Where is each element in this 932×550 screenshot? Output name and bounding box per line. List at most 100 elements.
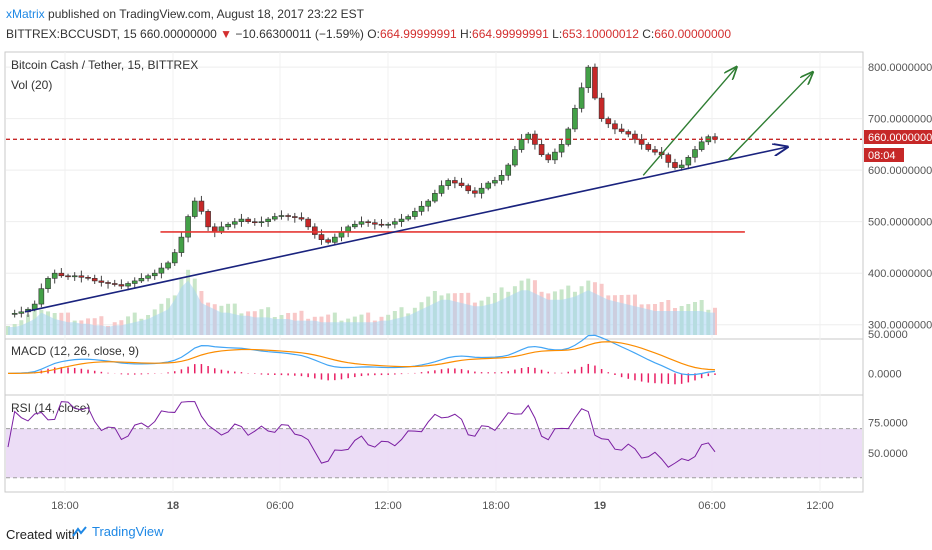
- price-tick-label: 600.00000000: [868, 165, 932, 177]
- candle-body: [358, 221, 365, 225]
- candle-body: [105, 282, 111, 284]
- candle-body: [558, 144, 565, 153]
- time-axis: 18:00 18 06:00 12:00 18:00 19 06:00 12:00: [51, 500, 834, 512]
- candle-body: [145, 275, 151, 279]
- price-tick-label: 800.00000000: [868, 62, 932, 74]
- projection-arrow: [727, 72, 813, 161]
- candle-body: [205, 211, 211, 228]
- candle-body: [492, 180, 498, 184]
- candle-body: [672, 162, 678, 168]
- low-value: 653.10000012: [562, 27, 639, 41]
- candlestick-series: [11, 63, 718, 318]
- candle-body: [385, 223, 391, 226]
- candle-body: [11, 313, 18, 315]
- candle-body: [478, 187, 485, 194]
- candle-body: [578, 87, 585, 109]
- candle-body: [652, 149, 658, 153]
- candle-body: [312, 226, 318, 235]
- price-tag-value: 660.00000000: [868, 132, 932, 144]
- candle-body: [85, 277, 91, 279]
- high-label: H:: [460, 27, 473, 41]
- low-label: L:: [552, 27, 563, 41]
- candle-body: [292, 216, 298, 218]
- candle-body: [425, 200, 431, 207]
- candle-body: [485, 182, 492, 189]
- macd-legend[interactable]: MACD (12, 26, close, 9): [11, 344, 139, 358]
- open-label: O:: [367, 27, 380, 41]
- candle-body: [151, 272, 158, 277]
- rsi-band: [6, 428, 862, 478]
- candle-body: [625, 131, 632, 135]
- candle-body: [245, 218, 251, 222]
- candle-body: [118, 284, 125, 287]
- candle-body: [392, 221, 398, 225]
- high-value: 664.99999991: [472, 27, 549, 41]
- down-arrow-icon: ▼: [220, 27, 233, 41]
- close-value: 660.00000000: [654, 27, 731, 41]
- candle-body: [598, 97, 605, 119]
- tradingview-brand: TradingView: [92, 524, 164, 539]
- published-text: published on TradingView.com, August 18,…: [48, 7, 365, 21]
- time-tick-label: 18: [167, 500, 179, 512]
- rsi-legend[interactable]: RSI (14, close): [11, 401, 90, 415]
- candle-body: [665, 154, 672, 163]
- footer: Created with TradingView: [0, 520, 932, 550]
- price-tick-label: 300.00000000: [868, 320, 932, 332]
- candle-body: [678, 164, 685, 168]
- trendline[interactable]: [24, 147, 787, 313]
- candle-body: [432, 193, 438, 202]
- candle-body: [158, 267, 165, 274]
- candle-body: [525, 133, 532, 140]
- candle-body: [465, 185, 472, 192]
- projection-arrows[interactable]: [642, 67, 813, 176]
- main-legend[interactable]: Bitcoin Cash / Tether, 15, BITTREX: [11, 58, 198, 72]
- candle-body: [545, 154, 552, 161]
- candle-body: [125, 283, 131, 287]
- price-tick-label: 700.00000000: [868, 114, 932, 126]
- candle-body: [418, 205, 425, 212]
- candle-body: [58, 272, 65, 277]
- candle-body: [618, 128, 625, 132]
- candle-body: [685, 156, 692, 166]
- last-price: 660.00000000: [140, 27, 217, 41]
- candle-body: [405, 216, 411, 220]
- rsi-tick-label: 50.0000: [868, 448, 908, 460]
- time-tick-label: 18:00: [51, 500, 79, 512]
- candle-body: [605, 118, 612, 125]
- candle-body: [458, 182, 465, 186]
- author-link[interactable]: xMatrix: [6, 7, 45, 21]
- candle-body: [65, 275, 71, 278]
- macd-line: [7, 334, 716, 376]
- candle-body: [592, 66, 598, 99]
- macd-tick-label: 0.0000: [868, 368, 902, 380]
- volume-ma-area: [8, 280, 715, 335]
- chart-header: xMatrix published on TradingView.com, Au…: [0, 0, 932, 50]
- time-tick-label: 12:00: [806, 500, 834, 512]
- grid-lines: [6, 52, 862, 492]
- candle-body: [305, 218, 311, 228]
- candle-body: [445, 180, 452, 186]
- tradingview-logo[interactable]: TradingView: [72, 524, 164, 539]
- candle-body: [78, 275, 85, 278]
- price-tag: [864, 130, 932, 144]
- candle-body: [505, 164, 512, 176]
- volume-legend[interactable]: Vol (20): [11, 78, 52, 92]
- macd-histogram: [13, 363, 716, 385]
- candle-body: [271, 216, 278, 220]
- candle-body: [251, 221, 258, 224]
- time-tick-label: 12:00: [374, 500, 402, 512]
- candle-body: [698, 141, 705, 150]
- macd-signal-line: [7, 341, 716, 374]
- candle-body: [45, 278, 51, 289]
- rsi-tick-label: 75.0000: [868, 418, 908, 430]
- candle-body: [645, 144, 652, 150]
- candle-body: [258, 221, 265, 224]
- candle-body: [285, 215, 291, 217]
- candle-body: [452, 180, 458, 184]
- candle-body: [71, 275, 78, 278]
- candle-body: [398, 218, 405, 222]
- candle-body: [198, 200, 205, 212]
- chart-canvas[interactable]: 800.00000000 700.00000000 600.00000000 500.…: [0, 50, 932, 520]
- candle-body: [638, 138, 645, 145]
- candle-body: [472, 190, 478, 194]
